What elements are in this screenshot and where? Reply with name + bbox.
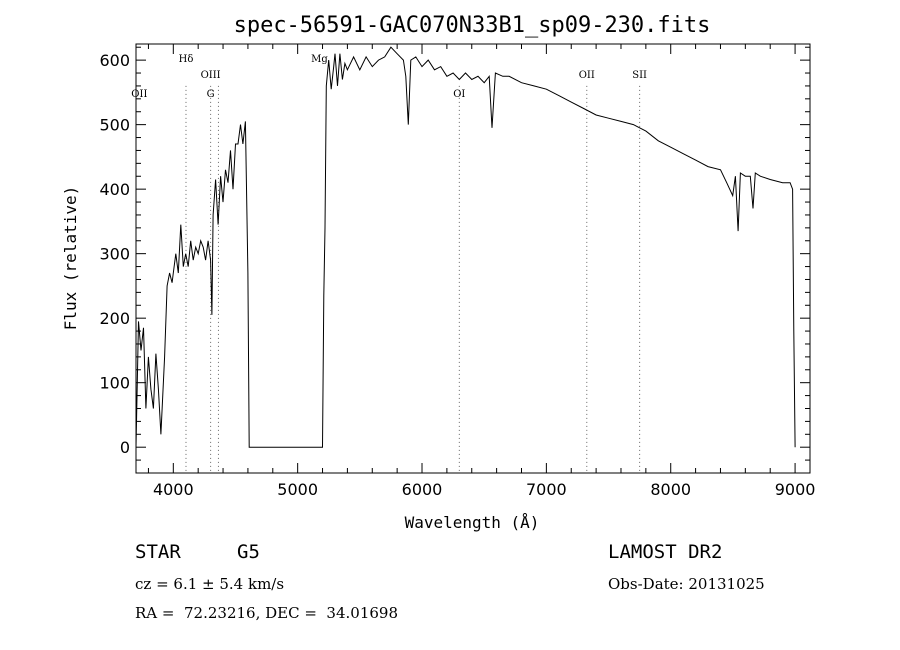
spectrum-line xyxy=(135,46,796,448)
spectral-line-label: G xyxy=(207,89,215,100)
spectral-line-label: OI xyxy=(453,89,465,100)
spectral-line-label: Hδ xyxy=(179,54,194,65)
y-tick-label: 100 xyxy=(99,374,130,393)
object-class-label: STAR xyxy=(135,541,181,563)
axis-ticks: 4000 5000 6000 7000 8000 9000 0 100 200 300 400 500… xyxy=(99,44,815,499)
y-tick-label: 500 xyxy=(99,116,130,135)
spectral-line-label: OII xyxy=(579,70,595,81)
y-tick-label: 300 xyxy=(99,245,130,264)
x-tick-label: 8000 xyxy=(650,480,691,499)
spectral-line-label: SII xyxy=(632,70,647,81)
spectral-line-label: OIII xyxy=(201,70,221,81)
y-tick-label: 600 xyxy=(99,51,130,70)
y-tick-label: 200 xyxy=(99,309,130,328)
y-tick-label: 400 xyxy=(99,180,130,199)
y-axis-label: Flux (relative) xyxy=(61,186,80,331)
subclass-label: G5 xyxy=(237,541,260,563)
spectral-line-markers xyxy=(185,85,641,473)
chart-title: spec-56591-GAC070N33B1_sp09-230.fits xyxy=(234,13,711,38)
obs-date-label: Obs-Date: 20131025 xyxy=(608,575,765,593)
x-tick-label: 5000 xyxy=(277,480,318,499)
y-tick-label: 0 xyxy=(120,438,130,457)
spectral-line-label: OII xyxy=(131,89,147,100)
plot-frame xyxy=(135,43,811,474)
spectral-line-label: Mg xyxy=(311,54,328,65)
x-tick-label: 9000 xyxy=(775,480,816,499)
x-axis-label: Wavelength (Å) xyxy=(405,513,540,532)
x-tick-label: 4000 xyxy=(153,480,194,499)
spectrum-series xyxy=(135,46,796,448)
survey-label: LAMOST DR2 xyxy=(608,541,723,563)
x-tick-label: 7000 xyxy=(526,480,567,499)
redshift-label: cz = 6.1 ± 5.4 km/s xyxy=(135,575,285,593)
x-tick-label: 6000 xyxy=(402,480,443,499)
spectral-line-labels: OII Hδ OIII G Mg OI OII SII xyxy=(131,54,647,100)
coordinates-label: RA = 72.23216, DEC = 34.01698 xyxy=(135,604,399,622)
